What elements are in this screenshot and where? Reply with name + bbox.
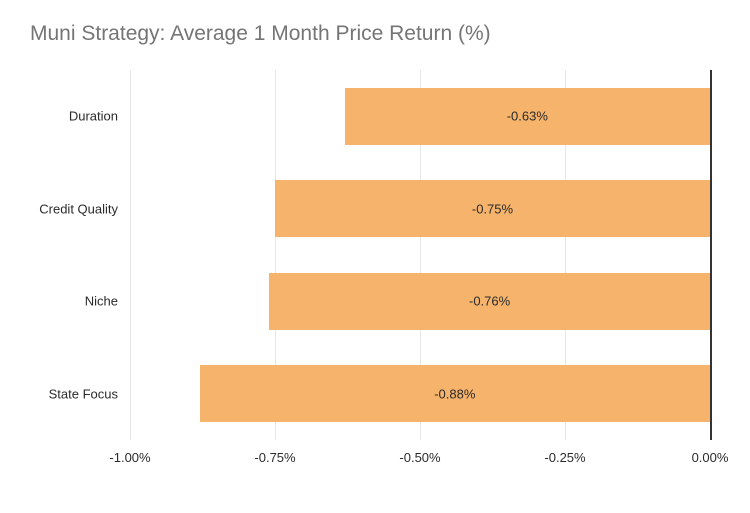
x-axis-zero-line [710,70,712,440]
y-tick-label: Credit Quality [39,201,118,216]
x-tick-label: -0.25% [544,450,585,465]
chart-title: Muni Strategy: Average 1 Month Price Ret… [30,22,491,46]
x-gridline [130,70,131,440]
bar-value-label: -0.76% [269,294,710,309]
y-tick-label: State Focus [49,386,118,401]
x-tick-label: -0.50% [399,450,440,465]
x-tick-label: 0.00% [692,450,729,465]
y-tick-label: Niche [85,294,118,309]
plot-area: -1.00%-0.75%-0.50%-0.25%0.00%-0.63%Durat… [130,70,710,440]
bar-value-label: -0.88% [200,386,710,401]
bar: -0.63% [345,88,710,145]
bar: -0.75% [275,180,710,237]
bar-value-label: -0.63% [345,109,710,124]
y-tick-label: Duration [69,109,118,124]
x-tick-label: -1.00% [109,450,150,465]
x-tick-label: -0.75% [254,450,295,465]
bar: -0.76% [269,273,710,330]
bar-value-label: -0.75% [275,201,710,216]
chart-container: Muni Strategy: Average 1 Month Price Ret… [0,0,750,513]
bar: -0.88% [200,365,710,422]
